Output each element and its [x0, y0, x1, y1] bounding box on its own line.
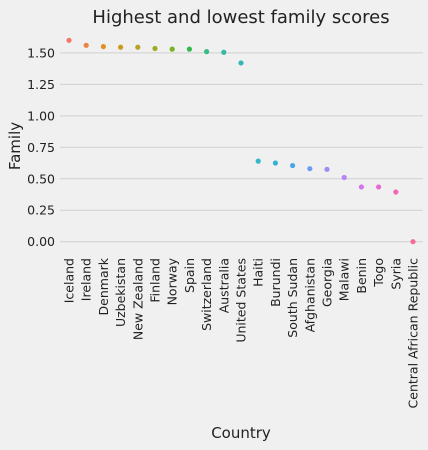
data-point: [66, 37, 72, 43]
data-point: [100, 43, 106, 50]
x-tick-label: Burundi: [268, 258, 283, 307]
data-point: [169, 46, 175, 52]
x-tick-label: Malawi: [337, 258, 352, 301]
data-point: [324, 166, 330, 172]
x-tick-label: Georgia: [320, 258, 335, 307]
y-tick-label: 1.25: [27, 77, 55, 92]
data-point: [272, 160, 278, 166]
x-tick-label: Togo: [371, 258, 386, 288]
x-tick-labels: Iceland Ireland Denmark Uzbekistan New Zeala…: [62, 257, 421, 408]
data-point: [290, 162, 296, 169]
x-tick-label: Spain: [182, 258, 197, 293]
data-point: [135, 44, 141, 50]
x-tick-label: Benin: [354, 258, 369, 294]
data-point: [238, 60, 244, 66]
y-axis-label: Family: [6, 122, 24, 170]
x-tick-label: Haiti: [251, 258, 266, 287]
x-tick-label: Syria: [388, 258, 403, 290]
data-point: [83, 42, 89, 48]
x-tick-label: Australia: [216, 258, 231, 313]
y-tick-label: 1.00: [27, 108, 55, 123]
x-tick-label: United States: [234, 258, 249, 343]
y-tick-label: 1.50: [27, 45, 55, 60]
y-tick-label: 0.00: [27, 234, 55, 249]
data-point: [204, 49, 210, 55]
x-tick-label: Ireland: [79, 258, 94, 301]
y-tick-label: 0.25: [27, 203, 55, 218]
x-tick-label: Uzbekistan: [113, 258, 128, 327]
data-point: [410, 239, 416, 245]
y-grid: [60, 52, 423, 243]
x-tick-label: Norway: [165, 257, 180, 305]
x-tick-label: Switzerland: [199, 258, 214, 331]
x-tick-label: Iceland: [62, 258, 77, 303]
x-tick-label: Central African Republic: [406, 258, 421, 409]
data-point: [152, 45, 158, 52]
chart-title: Highest and lowest family scores: [92, 7, 389, 28]
y-tick-label: 0.50: [27, 171, 55, 186]
x-tick-label: Finland: [148, 258, 163, 303]
data-point: [307, 166, 313, 172]
x-axis-label: Country: [211, 424, 271, 442]
x-tick-label: South Sudan: [285, 258, 300, 338]
y-tick-label: 0.75: [27, 140, 55, 155]
data-point: [118, 44, 124, 50]
data-points: [66, 37, 416, 245]
data-point: [186, 46, 192, 52]
x-tick-label: New Zealand: [130, 258, 145, 340]
data-point: [393, 189, 399, 195]
data-point: [255, 158, 261, 164]
data-point: [221, 49, 227, 55]
data-point: [358, 184, 364, 190]
data-point: [376, 184, 382, 190]
x-tick-label: Denmark: [96, 257, 111, 315]
y-tick-labels: 0.00 0.25 0.50 0.75 1.00 1.25 1.50: [27, 45, 55, 249]
x-tick-label: Afghanistan: [302, 258, 317, 332]
data-point: [341, 174, 347, 181]
